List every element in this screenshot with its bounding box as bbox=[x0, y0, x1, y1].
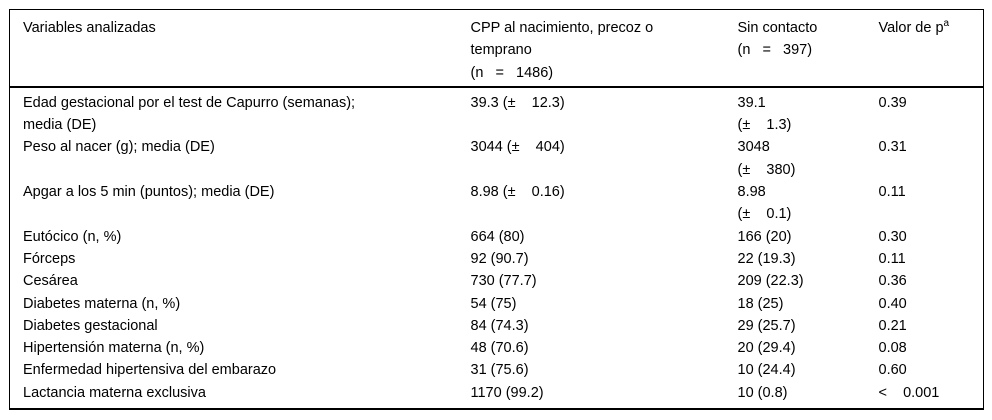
col-header-sin-contacto: Sin contacto (n = 397) bbox=[737, 9, 879, 88]
cell-variable: Lactancia materna exclusiva bbox=[23, 384, 206, 401]
cell-sin-contacto: 29 (25.7) bbox=[737, 317, 796, 334]
cell-p-value: 0.60 bbox=[878, 362, 907, 379]
table-row: Hipertensión materna (n, %) 48 (70.6) 20… bbox=[10, 337, 984, 359]
table-row: Lactancia materna exclusiva 1170 (99.2) … bbox=[10, 382, 984, 409]
table-body: Edad gestacional por el test de Capurro … bbox=[10, 87, 984, 409]
table-row: Apgar a los 5 min (puntos); media (DE) 8… bbox=[10, 181, 984, 226]
cell-cpp: 730 (77.7) bbox=[470, 273, 537, 290]
cell-p-value: 0.31 bbox=[878, 139, 907, 156]
cell-variable: Diabetes gestacional bbox=[23, 317, 158, 334]
cell-cpp: 39.3 (± 12.3) bbox=[470, 94, 565, 111]
cell-variable: Hipertensión materna (n, %) bbox=[23, 340, 205, 357]
col-header-variables: Variables analizadas bbox=[9, 9, 471, 88]
table-row: Peso al nacer (g); media (DE) 3044 (± 40… bbox=[10, 136, 984, 181]
cell-cpp: 31 (75.6) bbox=[470, 362, 529, 379]
cell-variable: Fórceps bbox=[23, 250, 76, 267]
cell-sin-contacto: 10 (24.4) bbox=[737, 362, 796, 379]
cell-variable: Peso al nacer (g); media (DE) bbox=[23, 139, 215, 156]
cell-sin-contacto: 20 (29.4) bbox=[737, 340, 796, 357]
table-row: Eutócico (n, %) 664 (80) 166 (20) 0.30 bbox=[10, 226, 984, 248]
cell-cpp: 664 (80) bbox=[470, 228, 525, 245]
cell-sin-contacto: 8.98 (± 0.1) bbox=[737, 184, 792, 223]
cell-cpp: 84 (74.3) bbox=[470, 317, 529, 334]
cell-p-value: 0.39 bbox=[878, 94, 907, 111]
footnote-marker-a: a bbox=[943, 18, 950, 30]
cell-sin-contacto: 209 (22.3) bbox=[737, 273, 804, 290]
cell-p-value: 0.11 bbox=[878, 184, 906, 201]
cell-variable: Cesárea bbox=[23, 273, 78, 290]
cell-p-value: 0.36 bbox=[878, 273, 907, 290]
cell-sin-contacto: 166 (20) bbox=[737, 228, 792, 245]
cell-p-value: 0.08 bbox=[878, 340, 907, 357]
cell-variable: Eutócico (n, %) bbox=[23, 228, 122, 245]
table-row: Fórceps 92 (90.7) 22 (19.3) 0.11 bbox=[10, 248, 984, 270]
cell-p-value: 0.11 bbox=[878, 250, 906, 267]
cell-p-value: < 0.001 bbox=[878, 384, 940, 401]
cell-cpp: 92 (90.7) bbox=[470, 250, 529, 267]
col-header-cpp: CPP al nacimiento, precoz o temprano (n … bbox=[470, 9, 738, 88]
cell-variable: Edad gestacional por el test de Capurro … bbox=[23, 94, 356, 134]
comparison-table: Variables analizadas CPP al nacimiento, … bbox=[9, 9, 984, 411]
cell-p-value: 0.40 bbox=[878, 295, 907, 312]
cell-cpp: 54 (75) bbox=[470, 295, 517, 312]
cell-sin-contacto: 10 (0.8) bbox=[737, 384, 788, 401]
table-row: Edad gestacional por el test de Capurro … bbox=[10, 87, 984, 137]
table-row: Enfermedad hipertensiva del embarazo 31 … bbox=[10, 359, 984, 381]
cell-p-value: 0.30 bbox=[878, 228, 907, 245]
cell-cpp: 8.98 (± 0.16) bbox=[470, 184, 565, 201]
p-value-label: Valor de p bbox=[878, 20, 944, 36]
cell-p-value: 0.21 bbox=[878, 317, 907, 334]
cell-variable: Apgar a los 5 min (puntos); media (DE) bbox=[23, 184, 275, 201]
cell-sin-contacto: 3048 (± 380) bbox=[737, 139, 796, 178]
cell-cpp: 48 (70.6) bbox=[470, 340, 529, 357]
table-row: Diabetes materna (n, %) 54 (75) 18 (25) … bbox=[10, 293, 984, 315]
table-container: Variables analizadas CPP al nacimiento, … bbox=[9, 9, 984, 411]
cell-sin-contacto: 22 (19.3) bbox=[737, 250, 796, 267]
cell-sin-contacto: 39.1 (± 1.3) bbox=[737, 94, 792, 134]
cell-cpp: 3044 (± 404) bbox=[470, 139, 565, 156]
cell-cpp: 1170 (99.2) bbox=[470, 384, 544, 401]
cell-variable: Diabetes materna (n, %) bbox=[23, 295, 181, 312]
cell-sin-contacto: 18 (25) bbox=[737, 295, 784, 312]
table-row: Diabetes gestacional 84 (74.3) 29 (25.7)… bbox=[10, 315, 984, 337]
cell-variable: Enfermedad hipertensiva del embarazo bbox=[23, 362, 277, 379]
table-row: Cesárea 730 (77.7) 209 (22.3) 0.36 bbox=[10, 270, 984, 292]
col-header-p-value: Valor de pa bbox=[878, 9, 984, 88]
header-row: Variables analizadas CPP al nacimiento, … bbox=[9, 9, 984, 88]
